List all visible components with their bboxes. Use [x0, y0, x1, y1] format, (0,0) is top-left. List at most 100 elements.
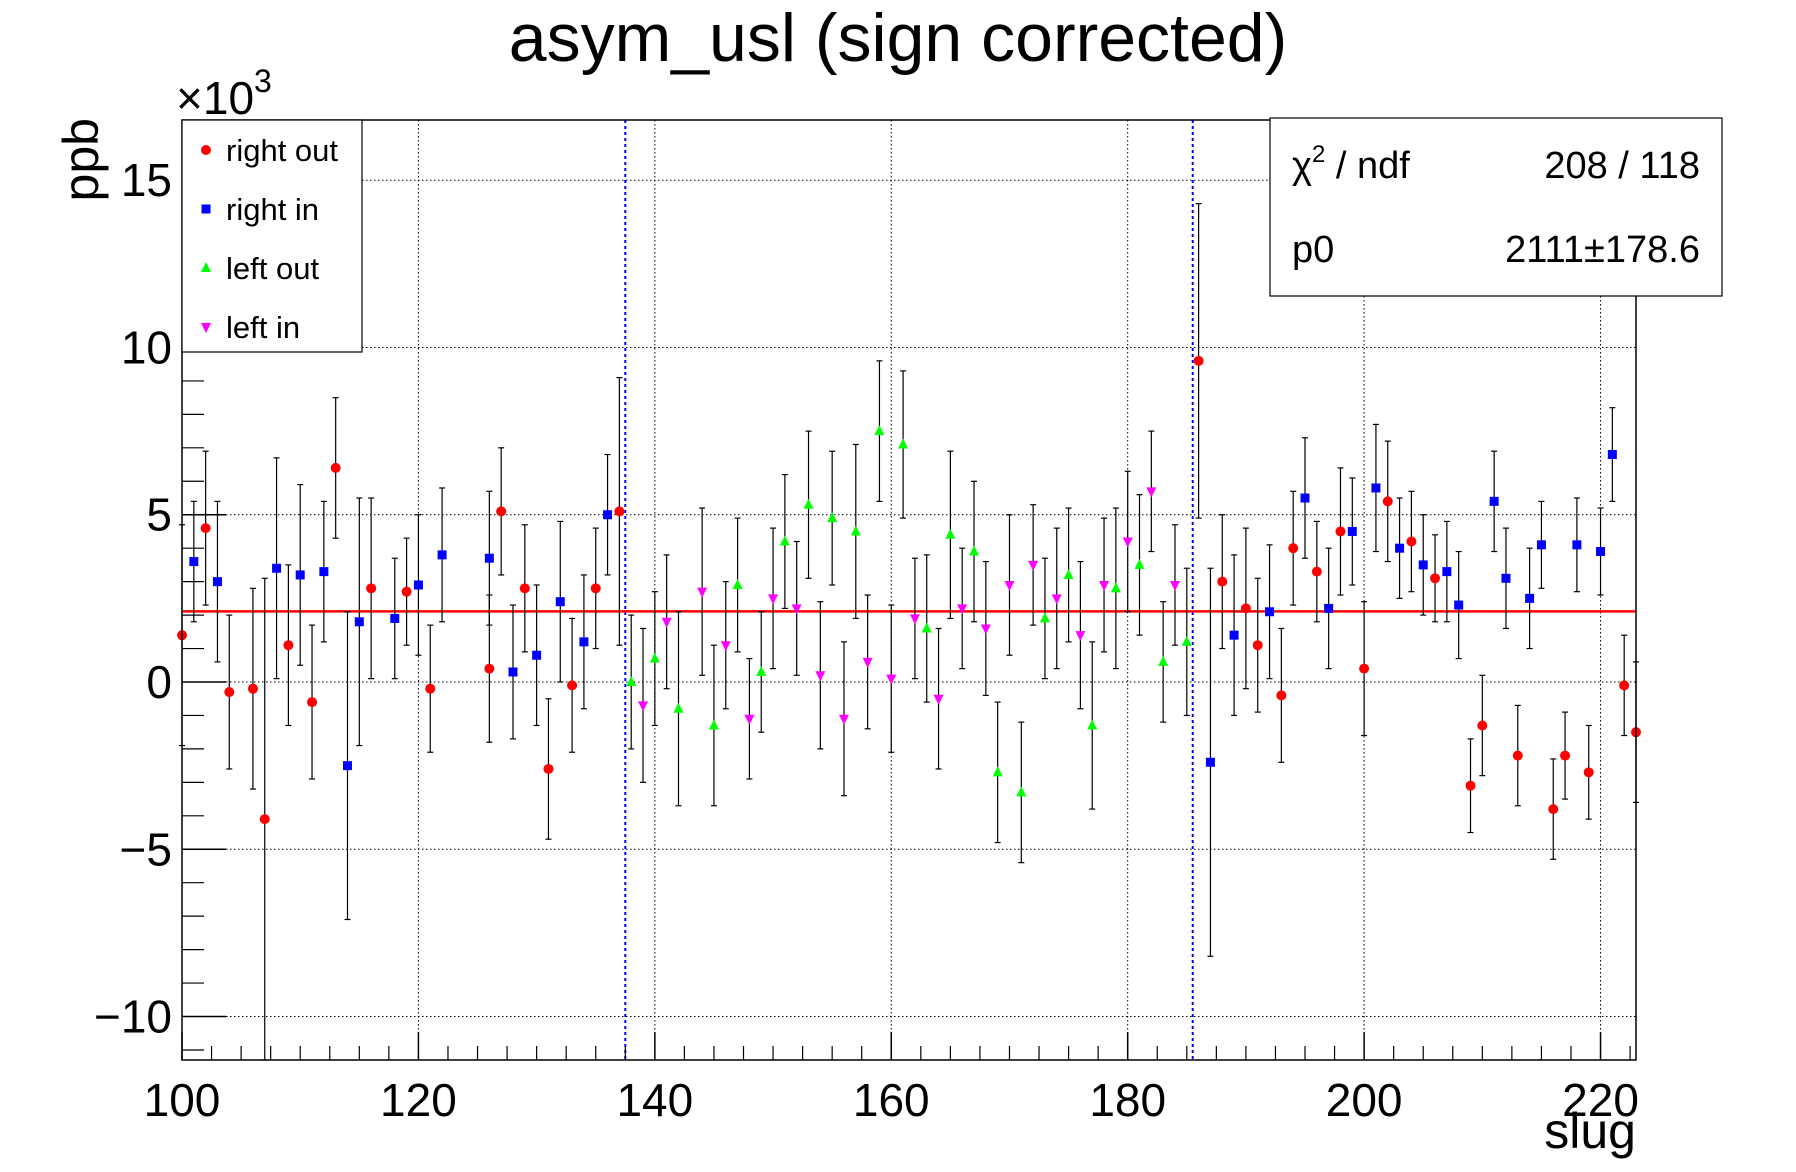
point-right-out: [1583, 767, 1594, 778]
point-right-in: [1300, 493, 1310, 503]
point-left-out: [874, 425, 885, 436]
point-right-in: [342, 761, 352, 771]
point-left-in: [838, 714, 849, 725]
point-left-out: [945, 528, 956, 539]
point-right-in: [1596, 547, 1606, 557]
point-right-in: [1395, 543, 1405, 553]
point-right-out: [1548, 804, 1559, 815]
x-tick-label: 120: [380, 1074, 457, 1126]
point-right-in: [603, 510, 613, 520]
point-right-out: [1193, 355, 1204, 366]
chi2-symbol: χ: [1292, 145, 1312, 187]
x-tick-label: 220: [1562, 1074, 1639, 1126]
point-right-out: [1217, 576, 1228, 587]
x-tick-label: 100: [144, 1074, 221, 1126]
point-right-out: [1477, 720, 1488, 731]
point-left-out: [921, 622, 932, 633]
point-left-out: [850, 525, 861, 536]
point-right-in: [484, 553, 494, 563]
legend-items: right out right in left out left in: [201, 133, 338, 345]
y-tick-label: −10: [94, 991, 172, 1043]
point-right-out: [1335, 526, 1346, 537]
x-tick-label: 160: [853, 1074, 930, 1126]
point-left-out: [779, 535, 790, 546]
point-right-in: [1347, 526, 1357, 536]
point-right-in: [413, 580, 423, 590]
point-left-out: [803, 498, 814, 509]
region-divider-lines: [624, 120, 1194, 1060]
legend-label-right-out: right out: [226, 133, 338, 168]
x-tick-label: 180: [1089, 1074, 1166, 1126]
point-right-in: [1489, 496, 1499, 506]
point-right-out: [496, 506, 507, 517]
point-right-out: [590, 583, 601, 594]
point-left-in: [697, 587, 708, 598]
point-right-in: [1536, 540, 1546, 550]
point-left-out: [1016, 786, 1027, 797]
axes: −10 −5 0 5 10 15 100 120 140 160 180 200 220: [94, 146, 1639, 1126]
chi2-superscript: 2: [1312, 141, 1325, 168]
y-tick-label: −5: [120, 823, 172, 875]
legend-marker-left-in: [201, 323, 211, 333]
point-left-out: [756, 665, 767, 676]
y-multiplier: ×103: [176, 63, 272, 124]
point-left-out: [1158, 655, 1169, 666]
point-right-out: [1619, 680, 1630, 691]
point-right-out: [1252, 640, 1263, 651]
y-tick-label: 10: [121, 321, 172, 373]
y-axis-label: ppb: [53, 118, 109, 201]
legend-label-right-in: right in: [226, 192, 319, 227]
point-left-out: [1110, 582, 1121, 593]
point-right-in: [437, 550, 447, 560]
point-right-in: [272, 563, 282, 573]
error-bars: [179, 203, 1639, 1061]
point-right-in: [1607, 450, 1617, 460]
point-left-in: [744, 714, 755, 725]
point-right-in: [555, 597, 565, 607]
point-left-in: [1169, 580, 1180, 591]
point-right-out: [543, 763, 554, 774]
point-right-in: [189, 557, 199, 567]
point-left-out: [673, 702, 684, 713]
p0-value: 2111±178.6: [1505, 229, 1700, 271]
point-left-out: [732, 578, 743, 589]
point-right-in: [1229, 630, 1239, 640]
x-tick-label: 140: [616, 1074, 693, 1126]
data-points: [177, 355, 1641, 825]
point-left-out: [1134, 558, 1145, 569]
stats-box: χ2 / ndf 208 / 118 p0 2111±178.6: [1269, 117, 1723, 297]
point-left-out: [1181, 635, 1192, 646]
y-multiplier-base: ×10: [176, 72, 254, 124]
point-left-in: [1122, 537, 1133, 548]
point-right-out: [200, 523, 211, 534]
point-left-in: [957, 604, 968, 615]
point-left-in: [638, 701, 649, 712]
point-right-out: [614, 506, 625, 517]
point-right-in: [1205, 757, 1215, 767]
point-left-in: [933, 694, 944, 705]
point-right-out: [1276, 690, 1287, 701]
point-right-in: [1501, 573, 1511, 583]
y-tick-label: 15: [121, 154, 172, 206]
point-left-in: [1075, 631, 1086, 642]
point-right-out: [567, 680, 578, 691]
point-right-in: [1265, 607, 1275, 617]
legend-box: [181, 119, 363, 353]
point-left-out: [626, 675, 637, 686]
legend-marker-left-out: [201, 262, 211, 272]
point-right-out: [1560, 750, 1571, 761]
point-right-in: [1454, 600, 1464, 610]
chi2-value: 208 / 118: [1544, 145, 1700, 187]
point-left-in: [1099, 580, 1110, 591]
point-right-out: [1382, 496, 1393, 507]
point-left-out: [992, 766, 1003, 777]
point-left-in: [909, 614, 920, 625]
p0-central: 2111: [1505, 229, 1584, 271]
point-left-in: [720, 641, 731, 652]
point-right-out: [1288, 543, 1299, 554]
point-right-out: [307, 697, 318, 708]
point-right-in: [508, 667, 518, 677]
legend-marker-right-in: [201, 204, 211, 214]
point-right-out: [247, 683, 258, 694]
point-right-out: [401, 586, 412, 597]
